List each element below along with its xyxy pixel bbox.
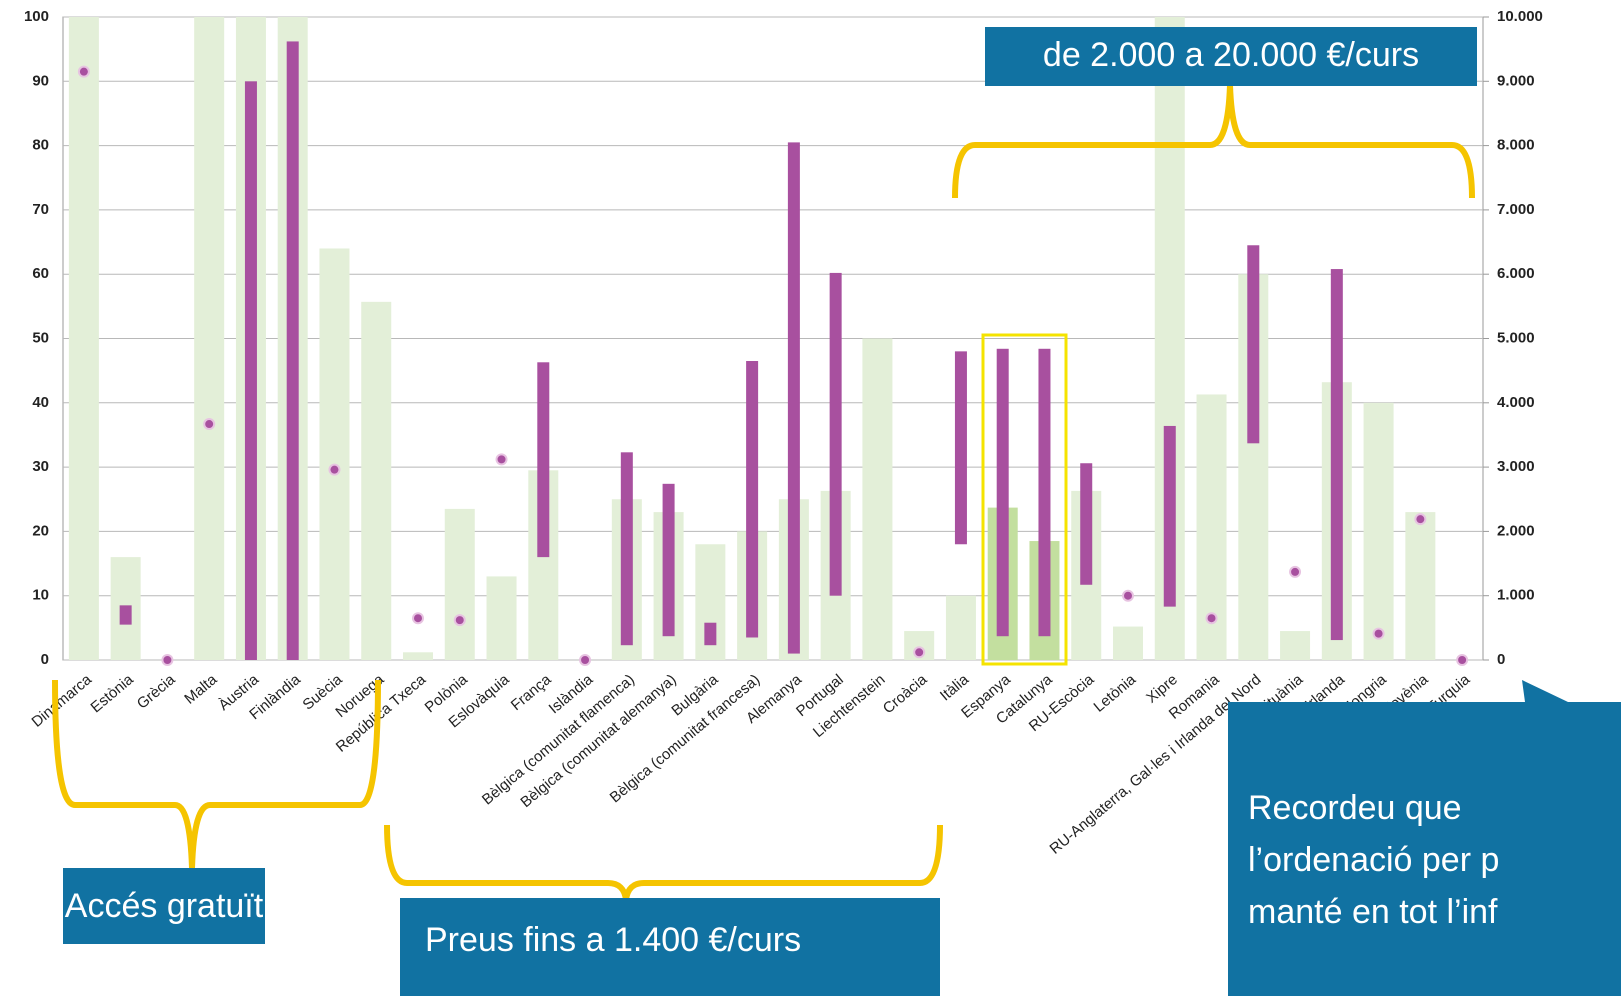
- y-tick-label: 80: [32, 137, 49, 154]
- price-range: [1038, 348, 1051, 637]
- price-range: [620, 452, 633, 646]
- price-dot: [412, 612, 424, 625]
- bar: [945, 595, 976, 660]
- x-tick-label: Grècia: [134, 671, 179, 713]
- y2-tick-label: 3.000: [1497, 458, 1535, 475]
- price-range: [662, 483, 675, 637]
- price-range: [829, 272, 842, 596]
- price-dot: [453, 614, 466, 627]
- bar: [1405, 512, 1436, 660]
- annotation: manté en tot l’inf: [1248, 893, 1498, 931]
- y2-tick-label: 9.000: [1497, 72, 1535, 89]
- price-range: [787, 142, 800, 654]
- bar: [68, 17, 99, 660]
- bar: [361, 301, 392, 660]
- price-dot: [1122, 589, 1134, 602]
- price-dot: [203, 418, 216, 431]
- bar: [319, 248, 350, 661]
- price-range: [996, 348, 1009, 637]
- price-dot: [1456, 654, 1469, 666]
- y2-tick-label: 8.000: [1497, 137, 1535, 154]
- price-range: [119, 605, 132, 625]
- annotation: Accés gratuït: [65, 887, 264, 925]
- price-range: [704, 622, 717, 646]
- annotation: Recordeu que: [1248, 789, 1462, 827]
- bar: [1280, 631, 1311, 660]
- y-tick-label: 30: [32, 458, 49, 475]
- price-dot: [579, 654, 592, 666]
- price-dot: [495, 453, 508, 466]
- x-tick-label: Croàcia: [880, 671, 931, 718]
- price-dot: [1414, 513, 1427, 526]
- y2-tick-label: 1.000: [1497, 587, 1535, 604]
- y-tick-label: 40: [32, 394, 49, 411]
- y2-tick-label: 10.000: [1497, 8, 1543, 25]
- bracket-low: [384, 824, 943, 901]
- y-tick-label: 0: [41, 651, 49, 668]
- price-dot: [328, 463, 341, 476]
- annotation: l’ordenació per p: [1248, 841, 1499, 879]
- bar: [444, 508, 475, 660]
- bar: [194, 17, 225, 660]
- bar: [1113, 626, 1143, 660]
- x-tick-label: Liechtenstein: [810, 671, 889, 741]
- price-range: [1247, 245, 1260, 444]
- x-tick-label: Estònia: [88, 671, 138, 717]
- annotation-box: [400, 898, 940, 996]
- x-tick-label: Itàlia: [937, 671, 973, 705]
- price-dot: [1289, 565, 1302, 578]
- bar: [486, 576, 517, 660]
- y2-tick-label: 0: [1497, 651, 1505, 668]
- y2-tick-label: 5.000: [1497, 329, 1535, 346]
- price-dot: [1205, 612, 1218, 625]
- price-range: [537, 362, 550, 558]
- annotation: Preus fins a 1.400 €/curs: [425, 921, 801, 959]
- y-tick-label: 20: [32, 522, 49, 539]
- price-dot: [161, 654, 174, 666]
- y2-tick-label: 7.000: [1497, 201, 1535, 218]
- x-tick-label: Malta: [181, 671, 221, 708]
- x-tick-label: Dinamarca: [29, 671, 96, 731]
- annotation-box: [985, 27, 1477, 86]
- y2-tick-label: 2.000: [1497, 522, 1535, 539]
- annotation-box: [63, 868, 265, 944]
- y2-tick-label: 6.000: [1497, 265, 1535, 282]
- price-range: [954, 351, 967, 545]
- bar: [403, 652, 433, 660]
- price-range: [1080, 463, 1093, 585]
- bar: [862, 338, 893, 660]
- y-tick-label: 70: [32, 201, 49, 218]
- price-range: [1163, 425, 1176, 607]
- y-tick-label: 10: [32, 587, 49, 604]
- price-range: [746, 361, 759, 638]
- y-tick-label: 90: [32, 72, 49, 89]
- y-tick-label: 100: [24, 8, 49, 25]
- price-range: [1330, 269, 1343, 641]
- price-dot: [913, 646, 926, 659]
- price-range: [244, 81, 257, 661]
- y2-tick-label: 4.000: [1497, 394, 1535, 411]
- y-tick-label: 50: [32, 329, 49, 346]
- x-tick-label: Letònia: [1090, 671, 1139, 716]
- highlight-box: [981, 333, 1068, 666]
- price-range: [286, 41, 299, 660]
- y-tick-label: 60: [32, 265, 49, 282]
- price-dot: [77, 65, 90, 78]
- bar: [1363, 402, 1394, 660]
- annotation-box: [1228, 680, 1621, 996]
- bracket-top: [952, 84, 1475, 199]
- annotation: de 2.000 a 20.000 €/curs: [1043, 36, 1419, 74]
- price-dot: [1372, 627, 1385, 640]
